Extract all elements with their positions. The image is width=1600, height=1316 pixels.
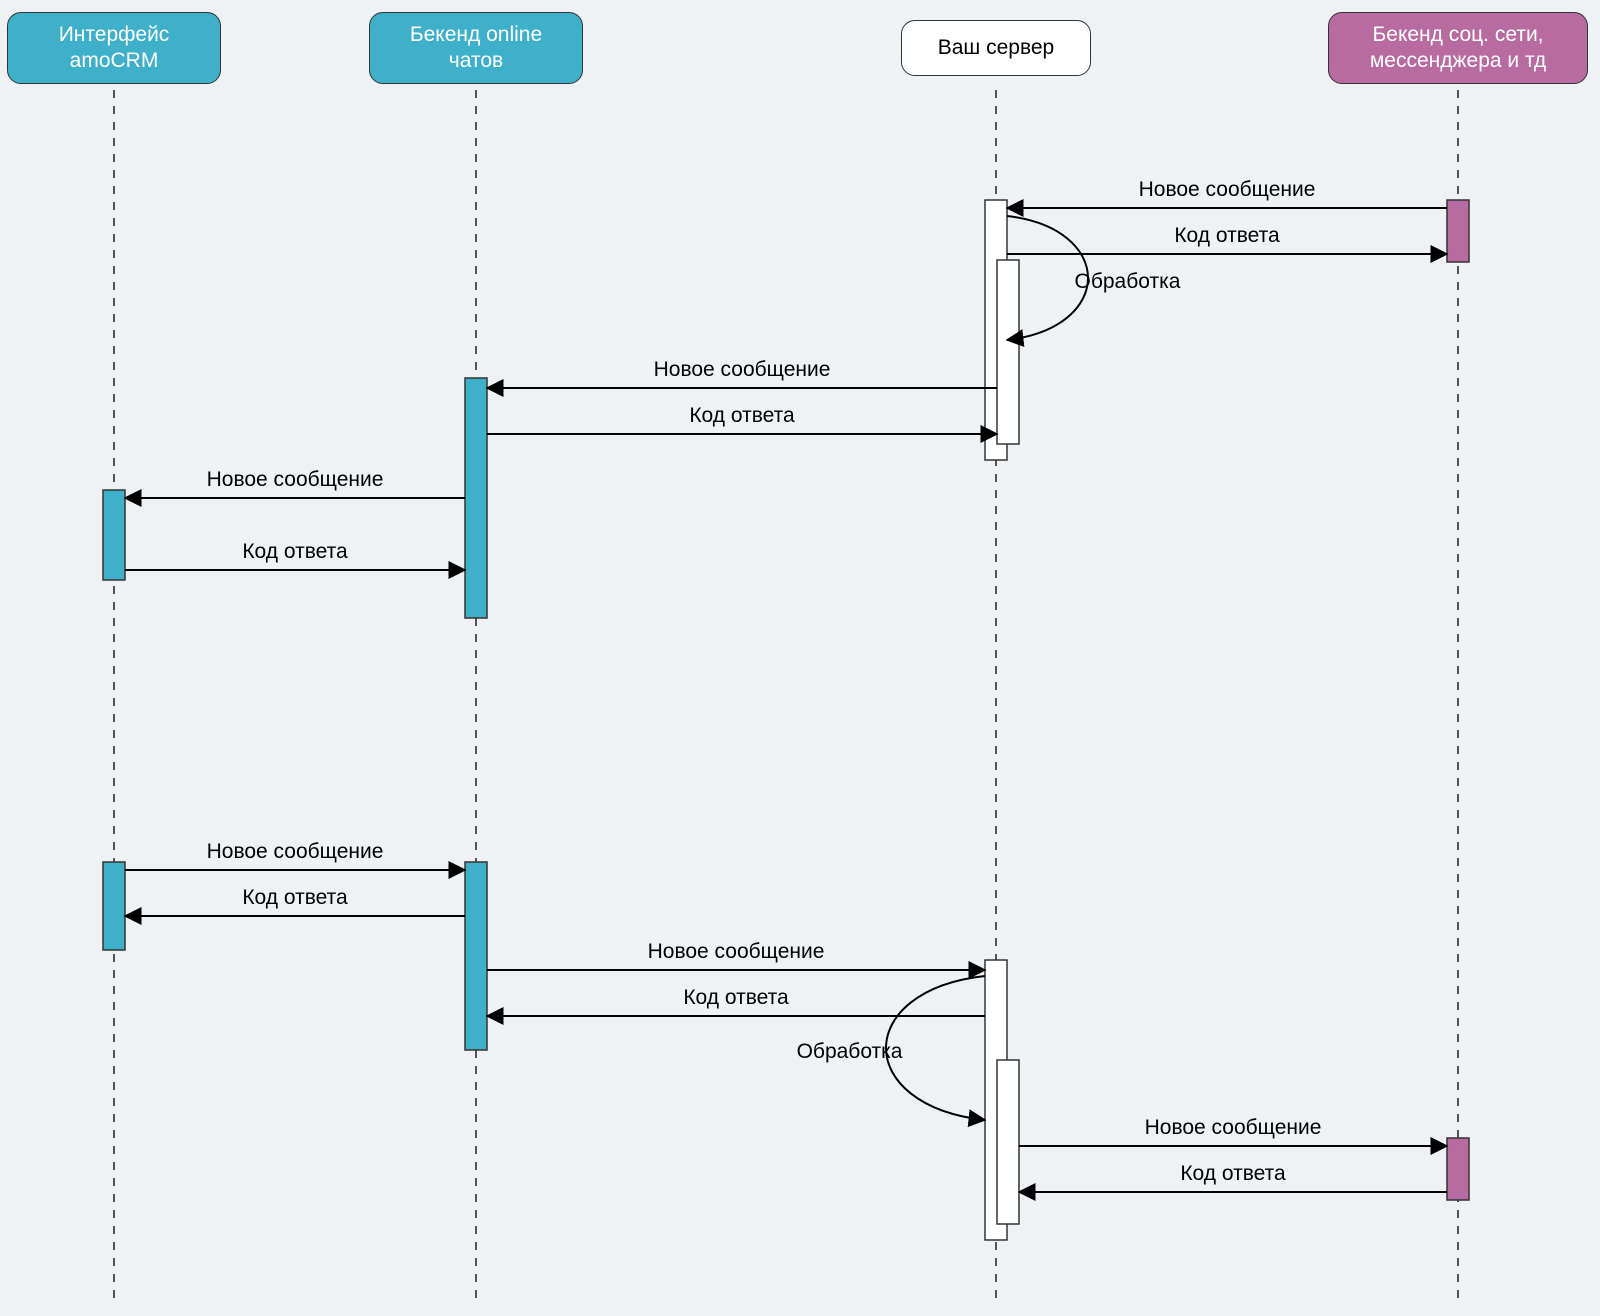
self-message-label: Обработка <box>1075 270 1181 298</box>
message-label: Код ответа <box>1180 1162 1285 1190</box>
participant-chat: Бекенд online чатов <box>369 12 583 84</box>
activation-chat <box>465 378 487 618</box>
participant-soc: Бекенд соц. сети, мессенджера и тд <box>1328 12 1588 84</box>
message-label: Код ответа <box>689 404 794 432</box>
message-label: Код ответа <box>683 986 788 1014</box>
message-label: Новое сообщение <box>207 468 384 496</box>
activation-soc <box>1447 200 1469 262</box>
activation-chat <box>465 862 487 1050</box>
participant-ui: Интерфейс amoCRM <box>7 12 221 84</box>
self-message-label: Обработка <box>797 1040 903 1068</box>
message-label: Код ответа <box>242 886 347 914</box>
message-label: Код ответа <box>242 540 347 568</box>
message-label: Новое сообщение <box>1139 178 1316 206</box>
message-label: Код ответа <box>1174 224 1279 252</box>
message-label: Новое сообщение <box>207 840 384 868</box>
message-label: Новое сообщение <box>648 940 825 968</box>
message-label: Новое сообщение <box>1145 1116 1322 1144</box>
activation-ui <box>103 490 125 580</box>
activation-srv <box>997 1060 1019 1224</box>
sequence-diagram: Новое сообщение Код ответа Новое сообщение… <box>0 0 1600 1316</box>
participant-srv: Ваш сервер <box>901 20 1091 76</box>
message-label: Новое сообщение <box>654 358 831 386</box>
activation-soc <box>1447 1138 1469 1200</box>
activation-srv <box>997 260 1019 444</box>
activation-ui <box>103 862 125 950</box>
